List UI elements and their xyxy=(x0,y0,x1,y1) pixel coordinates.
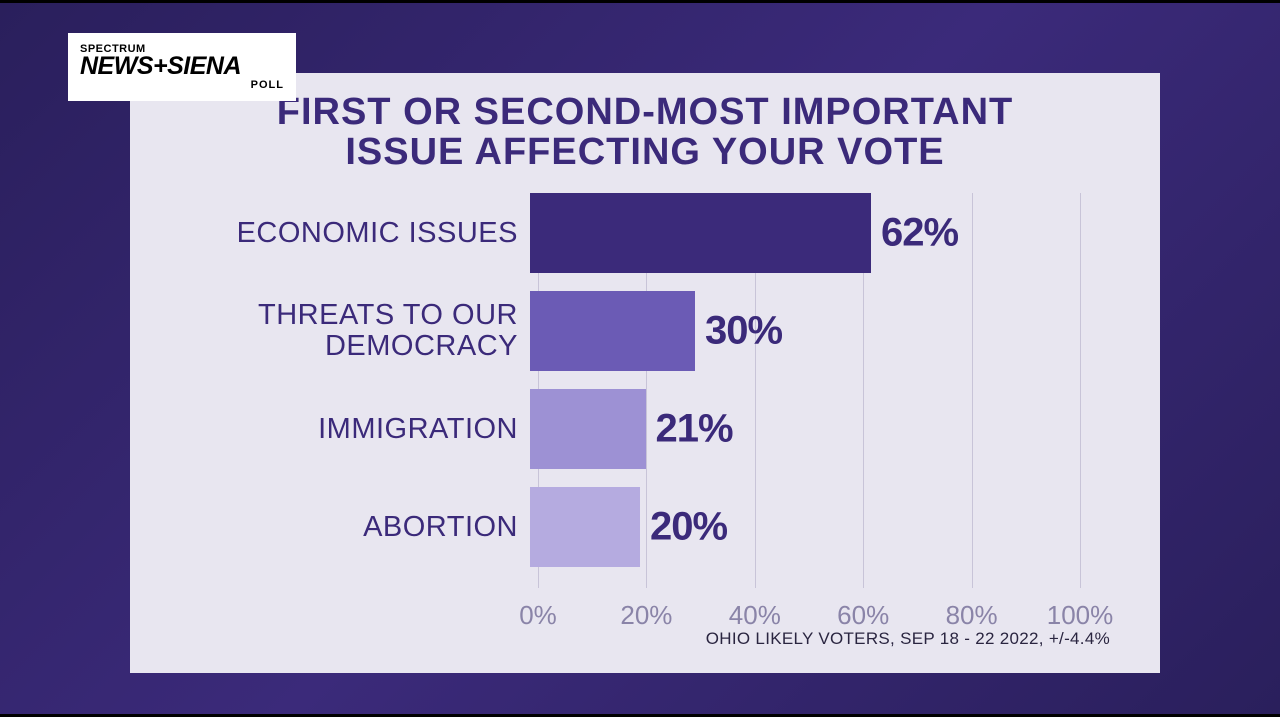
chart-footnote: OHIO LIKELY VOTERS, SEP 18 - 22 2022, +/… xyxy=(706,629,1110,649)
x-axis-tick: 0% xyxy=(519,600,557,631)
x-axis-tick: 40% xyxy=(729,600,781,631)
logo-line3: POLL xyxy=(80,79,284,91)
bar-track: 30% xyxy=(530,291,1080,371)
chart-title-line2: ISSUE AFFECTING YOUR VOTE xyxy=(345,131,944,173)
x-axis-tick: 100% xyxy=(1047,600,1114,631)
bar-value: 21% xyxy=(656,406,733,451)
bar-label: IMMIGRATION xyxy=(210,414,530,444)
bar-label: ECONOMIC ISSUES xyxy=(210,218,530,248)
bar-fill xyxy=(530,487,640,567)
x-axis-tick: 80% xyxy=(946,600,998,631)
bar-label: THREATS TO OURDEMOCRACY xyxy=(210,300,530,361)
bar-row: THREATS TO OURDEMOCRACY 30% xyxy=(210,291,1080,371)
logo-line2: NEWS+SIENA xyxy=(80,55,284,79)
bar-fill xyxy=(530,193,871,273)
bar-fill xyxy=(530,291,695,371)
bar-value: 62% xyxy=(881,210,958,255)
bar-fill xyxy=(530,389,646,469)
chart-panel: FIRST OR SECOND-MOST IMPORTANT ISSUE AFF… xyxy=(130,73,1160,673)
bar-track: 21% xyxy=(530,389,1080,469)
bar-value: 20% xyxy=(650,504,727,549)
bar-row: IMMIGRATION 21% xyxy=(210,389,1080,469)
x-axis-labels: 0%20%40%60%80%100% xyxy=(538,600,1080,630)
logo-box: SPECTRUM NEWS+SIENA POLL xyxy=(68,33,296,101)
x-axis-tick: 20% xyxy=(620,600,672,631)
chart-title: FIRST OR SECOND-MOST IMPORTANT ISSUE AFF… xyxy=(170,93,1120,173)
bar-value: 30% xyxy=(705,308,782,353)
chart-area: ECONOMIC ISSUES 62% THREATS TO OURDEMOCRAC… xyxy=(210,193,1120,588)
bar-row: ECONOMIC ISSUES 62% xyxy=(210,193,1080,273)
bar-label: ABORTION xyxy=(210,512,530,542)
bar-row: ABORTION 20% xyxy=(210,487,1080,567)
bar-track: 62% xyxy=(530,193,1080,273)
bar-track: 20% xyxy=(530,487,1080,567)
chart-title-line1: FIRST OR SECOND-MOST IMPORTANT xyxy=(277,91,1014,133)
x-axis-tick: 60% xyxy=(837,600,889,631)
gridline xyxy=(1080,193,1081,588)
